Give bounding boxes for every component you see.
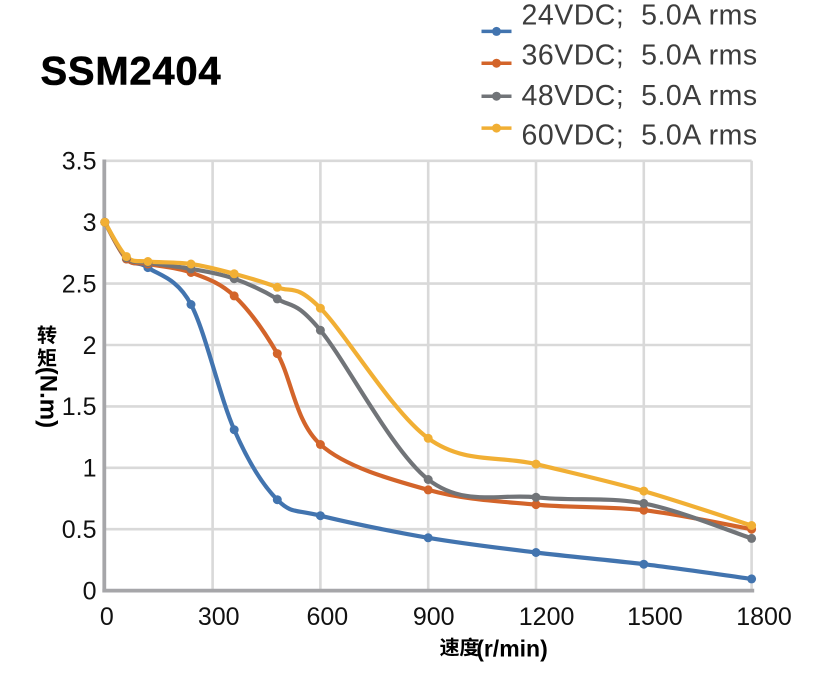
svg-text:60VDC; 5.0A rms: 60VDC; 5.0A rms: [522, 120, 758, 152]
svg-text:2.5: 2.5: [62, 270, 97, 298]
svg-text:0: 0: [100, 603, 114, 631]
svg-text:0.5: 0.5: [62, 516, 97, 544]
svg-text:24VDC; 5.0A rms: 24VDC; 5.0A rms: [522, 0, 758, 32]
svg-text:(r/min): (r/min): [476, 636, 548, 662]
svg-text:1500: 1500: [627, 603, 683, 631]
svg-text:1.5: 1.5: [62, 393, 97, 421]
svg-text:1200: 1200: [519, 603, 575, 631]
svg-text:600: 600: [306, 603, 348, 631]
svg-text:36VDC; 5.0A rms: 36VDC; 5.0A rms: [522, 40, 758, 72]
svg-text:300: 300: [198, 603, 240, 631]
svg-text:900: 900: [413, 603, 455, 631]
svg-text:3: 3: [83, 209, 97, 237]
svg-text:1: 1: [83, 455, 97, 483]
svg-text:(N.m): (N.m): [34, 367, 61, 428]
svg-text:0: 0: [83, 577, 97, 605]
svg-text:2: 2: [83, 332, 97, 360]
svg-text:48VDC; 5.0A rms: 48VDC; 5.0A rms: [522, 80, 758, 112]
svg-text:3.5: 3.5: [62, 148, 97, 176]
svg-text:1800: 1800: [736, 603, 792, 631]
svg-text:SSM2404: SSM2404: [41, 49, 222, 93]
